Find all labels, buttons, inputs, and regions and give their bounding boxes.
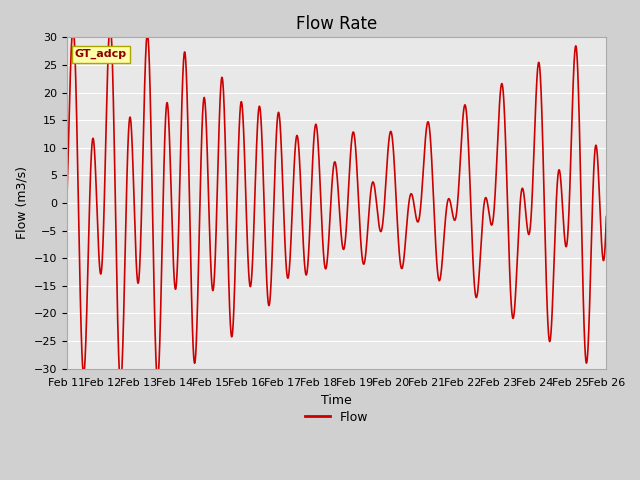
Legend: Flow: Flow [300,406,373,429]
X-axis label: Time: Time [321,394,352,407]
Title: Flow Rate: Flow Rate [296,15,377,33]
Y-axis label: Flow (m3/s): Flow (m3/s) [15,167,28,240]
Text: GT_adcp: GT_adcp [75,49,127,60]
